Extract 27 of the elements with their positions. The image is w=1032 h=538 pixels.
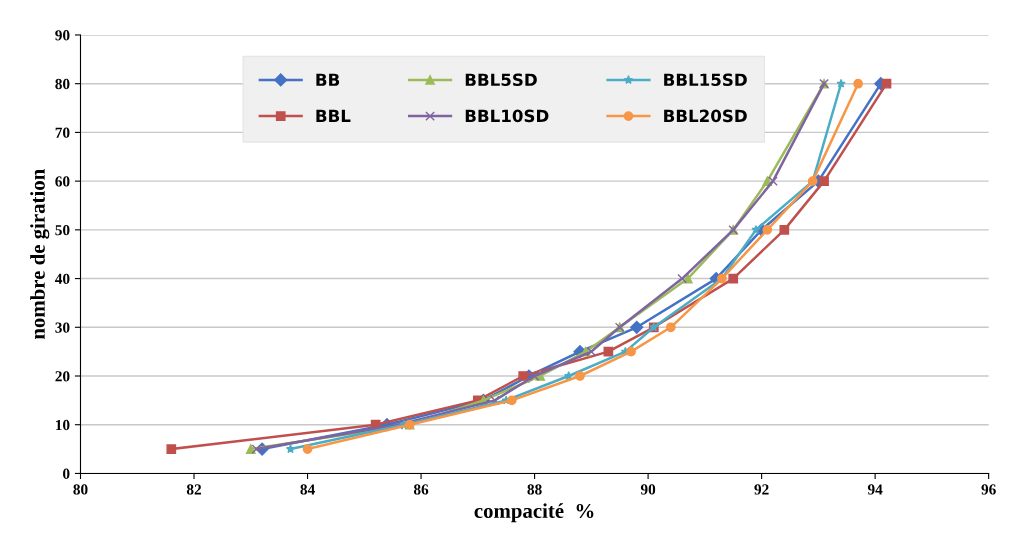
y-tick-label: 30 <box>55 322 70 333</box>
legend-label: BBL10SD <box>465 109 549 123</box>
y-tick-label: 90 <box>55 30 70 41</box>
y-axis-title: nombre de giration <box>30 169 50 340</box>
x-tick-label: 88 <box>527 484 542 495</box>
x-tick-label: 96 <box>981 484 996 495</box>
y-tick-label: 70 <box>55 127 70 138</box>
legend-label: BBL20SD <box>664 109 747 123</box>
y-tick-label: 0 <box>63 468 70 479</box>
y-tick-label: 40 <box>55 273 70 285</box>
y-tick-label: 50 <box>55 224 70 236</box>
x-tick-label: 84 <box>300 484 315 495</box>
y-tick-label: 60 <box>55 176 70 187</box>
x-tick-label: 86 <box>413 484 429 495</box>
y-tick-label: 20 <box>55 371 70 382</box>
y-tick-label: 80 <box>55 78 70 90</box>
legend-label: BBL <box>316 109 351 122</box>
x-tick-label: 82 <box>186 484 201 495</box>
legend-label: BBL15SD <box>664 73 747 87</box>
y-tick-label: 10 <box>56 419 70 431</box>
legend-label: BB <box>316 73 340 86</box>
x-tick-label: 92 <box>754 484 769 495</box>
x-tick-label: 90 <box>640 484 656 495</box>
legend-label: BBL5SD <box>465 73 537 87</box>
x-tick-label: 94 <box>867 484 883 495</box>
x-tick-label: 80 <box>73 484 88 495</box>
x-axis-title: compacité % <box>474 503 594 523</box>
